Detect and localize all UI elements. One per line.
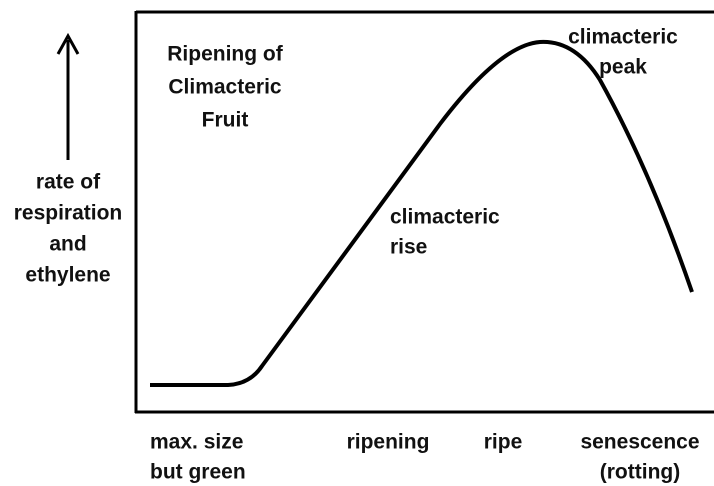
annotation-peak: climacteric	[568, 26, 678, 49]
stage-label: but green	[150, 461, 246, 484]
annotation-peak: peak	[599, 56, 647, 79]
curve	[150, 39, 694, 387]
stage-label: senescence	[580, 431, 699, 454]
labels: Ripening of Climacteric Fruit rate of respir…	[14, 26, 700, 484]
stage-label: max. size	[150, 431, 243, 454]
y-axis-label-line: respiration	[14, 202, 123, 225]
y-axis-label-line: and	[49, 233, 86, 256]
title-line: Ripening of	[167, 43, 283, 66]
title-line: Fruit	[202, 109, 249, 132]
annotation-rise: rise	[390, 236, 427, 259]
annotation-rise: climacteric	[390, 206, 500, 229]
stage-label: ripe	[484, 431, 523, 454]
y-axis-label-line: ethylene	[25, 264, 110, 287]
stage-label: ripening	[347, 431, 430, 454]
y-axis-label-line: rate of	[36, 171, 101, 194]
stage-label: (rotting)	[600, 461, 680, 484]
up-arrow-head	[56, 32, 80, 55]
title-line: Climacteric	[168, 76, 282, 99]
